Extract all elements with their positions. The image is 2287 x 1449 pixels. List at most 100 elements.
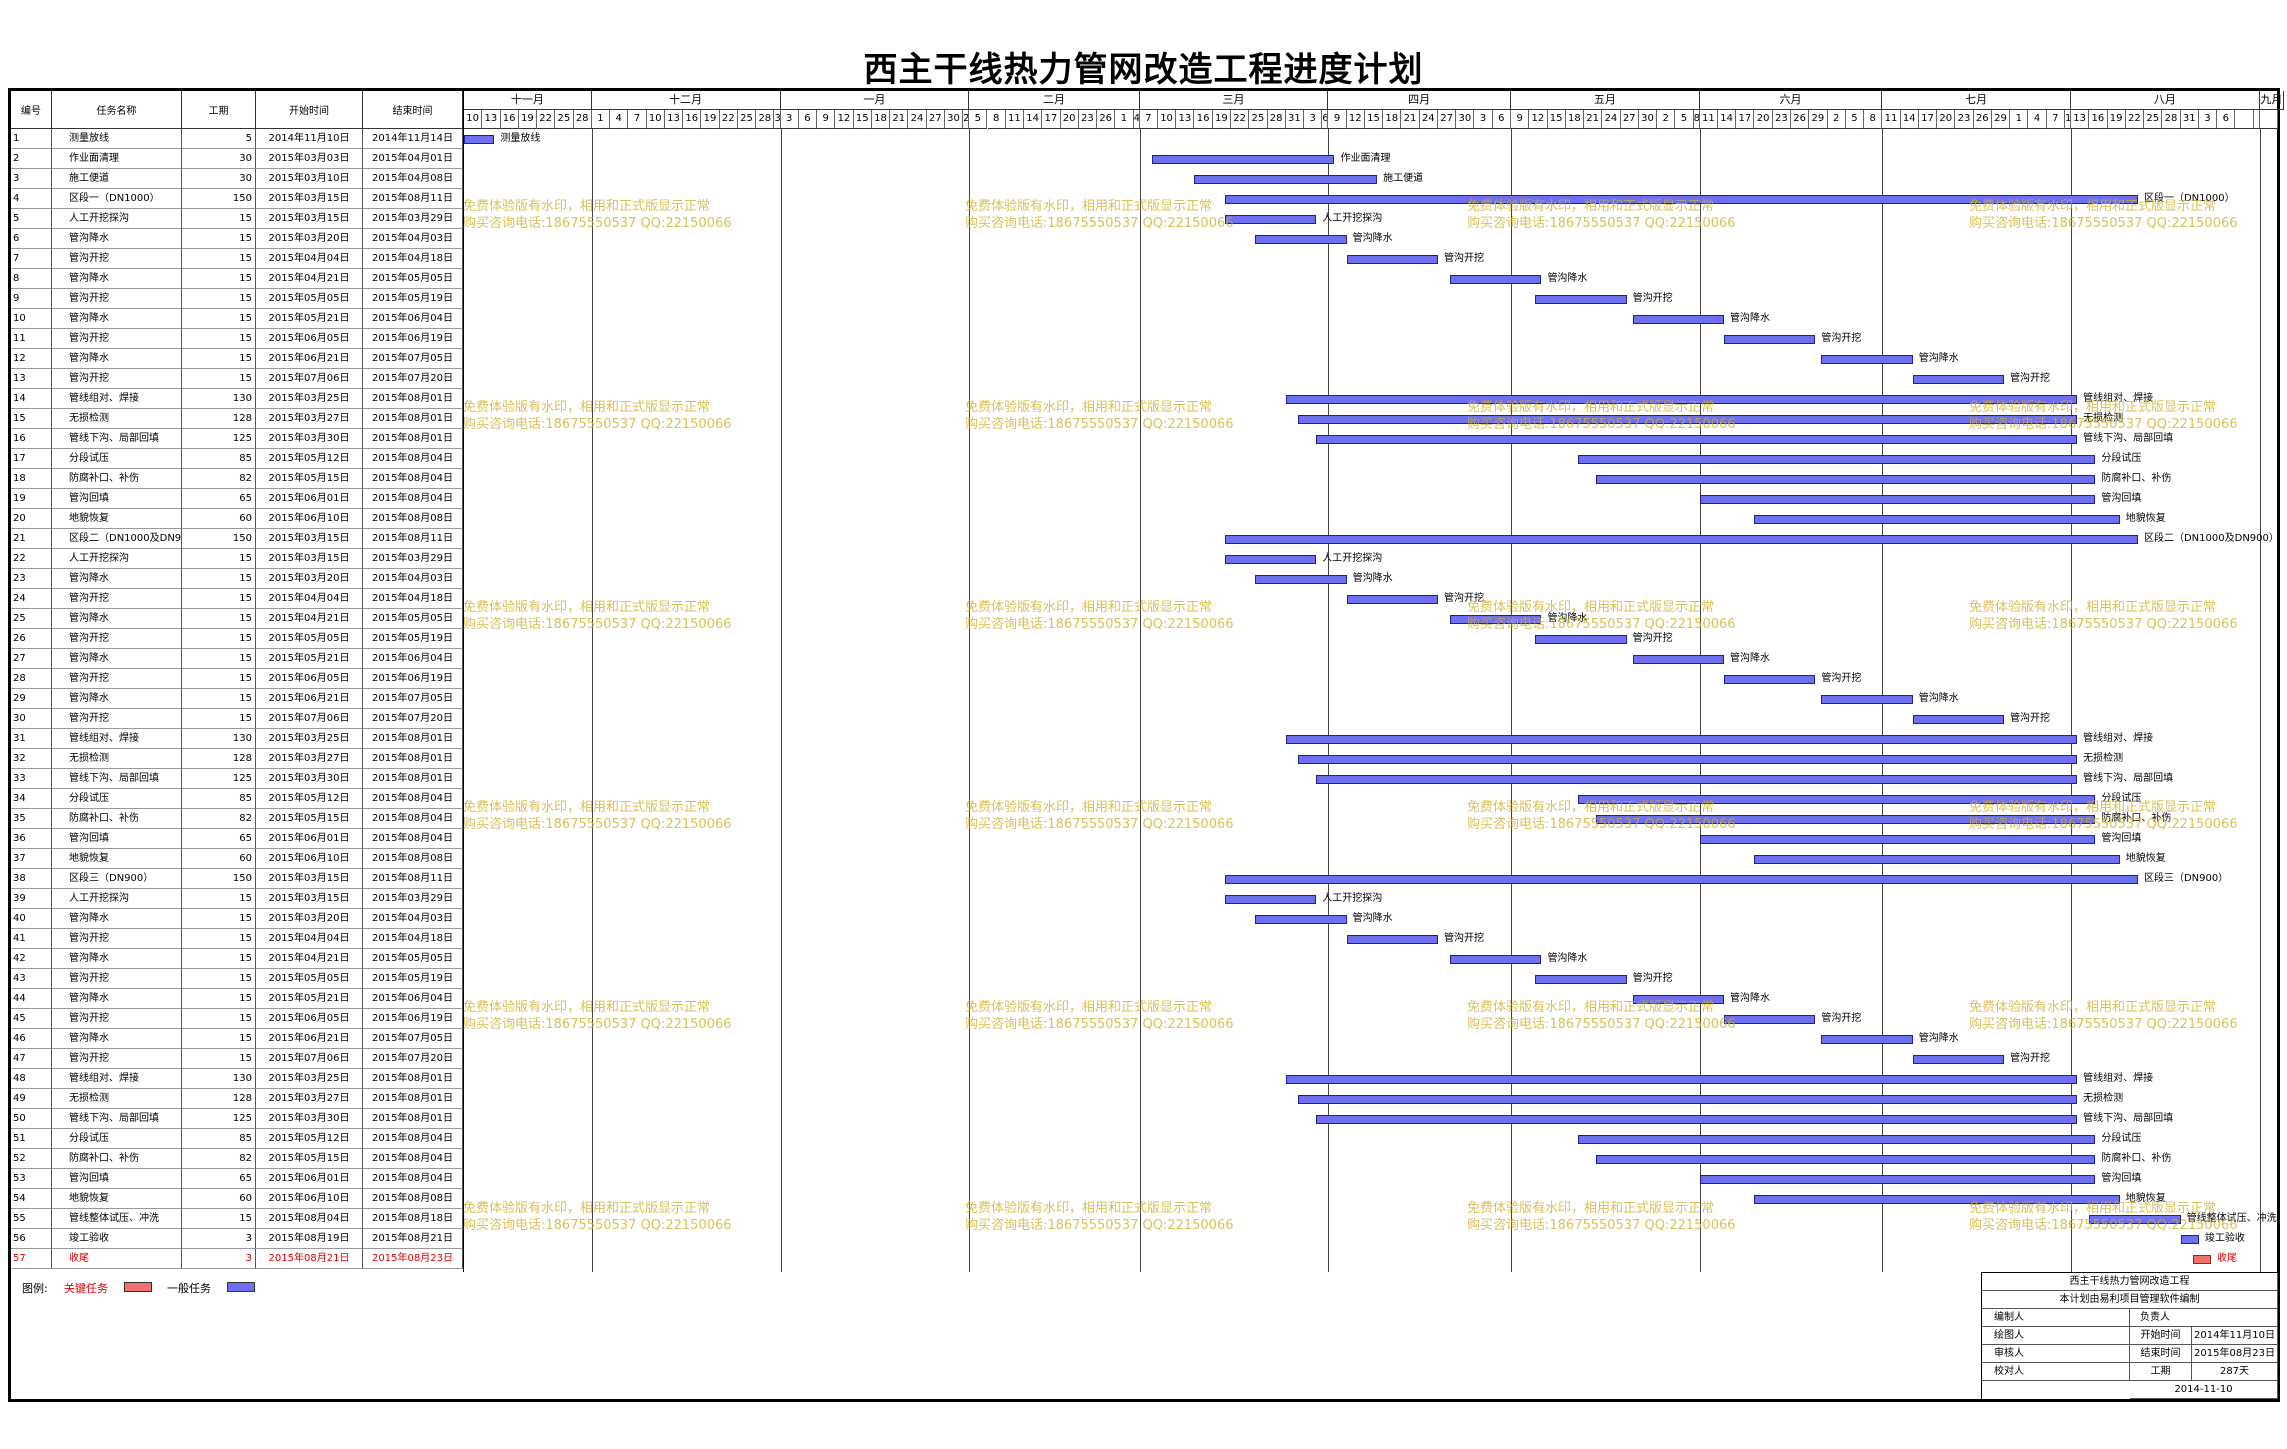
table-row[interactable]: 37 地貌恢复 60 2015年06月10日 2015年08月08日: [11, 849, 463, 869]
task-bar[interactable]: [1535, 635, 1627, 644]
table-row[interactable]: 56 竣工验收 3 2015年08月19日 2015年08月21日: [11, 1229, 463, 1249]
table-row[interactable]: 20 地貌恢复 60 2015年06月10日 2015年08月08日: [11, 509, 463, 529]
header-name[interactable]: 任务名称: [52, 91, 182, 129]
task-bar[interactable]: [1577, 795, 2096, 804]
table-row[interactable]: 7 管沟开挖 15 2015年04月04日 2015年04月18日: [11, 249, 463, 269]
task-bar[interactable]: [1577, 1135, 2096, 1144]
task-bar[interactable]: [1224, 535, 2138, 544]
table-row[interactable]: 3 施工便道 30 2015年03月10日 2015年04月08日: [11, 169, 463, 189]
task-bar[interactable]: [1754, 515, 2120, 524]
header-start[interactable]: 开始时间: [256, 91, 363, 129]
table-row[interactable]: 8 管沟降水 15 2015年04月21日 2015年05月05日: [11, 269, 463, 289]
table-row[interactable]: 21区段二（DN1000及DN900）1502015年03月15日2015年08…: [11, 529, 463, 549]
task-bar[interactable]: [1285, 1075, 2078, 1084]
task-bar[interactable]: [1577, 455, 2096, 464]
task-bar[interactable]: [1632, 315, 1725, 324]
task-bar[interactable]: [1596, 815, 2096, 824]
task-bar[interactable]: [1724, 675, 1816, 684]
table-row[interactable]: 51 分段试压 85 2015年05月12日 2015年08月04日: [11, 1129, 463, 1149]
task-bar[interactable]: [1724, 1015, 1816, 1024]
table-row[interactable]: 12 管沟降水 15 2015年06月21日 2015年07月05日: [11, 349, 463, 369]
task-bar[interactable]: [1450, 275, 1542, 284]
task-bar[interactable]: [1821, 355, 1913, 364]
task-bar[interactable]: [1346, 935, 1438, 944]
table-row[interactable]: 1 测量放线 5 2014年11月10日 2014年11月14日: [11, 129, 463, 149]
task-bar[interactable]: [1224, 555, 1317, 564]
table-row[interactable]: 49 无损检测 128 2015年03月27日 2015年08月01日: [11, 1089, 463, 1109]
table-row[interactable]: 38 区段三（DN900） 150 2015年03月15日 2015年08月11日: [11, 869, 463, 889]
task-bar[interactable]: [1699, 835, 2096, 844]
table-row[interactable]: 43 管沟开挖 15 2015年05月05日 2015年05月19日: [11, 969, 463, 989]
table-row[interactable]: 40 管沟降水 15 2015年03月20日 2015年04月03日: [11, 909, 463, 929]
task-bar[interactable]: [1316, 775, 2078, 784]
table-row[interactable]: 6 管沟降水 15 2015年03月20日 2015年04月03日: [11, 229, 463, 249]
table-row[interactable]: 42 管沟降水 15 2015年04月21日 2015年05月05日: [11, 949, 463, 969]
task-bar[interactable]: [1699, 495, 2096, 504]
table-row[interactable]: 46 管沟降水 15 2015年06月21日 2015年07月05日: [11, 1029, 463, 1049]
task-bar[interactable]: [2180, 1235, 2199, 1244]
task-bar[interactable]: [1821, 695, 1913, 704]
task-bar[interactable]: [1316, 435, 2078, 444]
task-bar[interactable]: [1285, 395, 2078, 404]
table-row[interactable]: 26 管沟开挖 15 2015年05月05日 2015年05月19日: [11, 629, 463, 649]
header-end[interactable]: 结束时间: [363, 91, 463, 129]
task-bar[interactable]: [1346, 595, 1438, 604]
table-row[interactable]: 32 无损检测 128 2015年03月27日 2015年08月01日: [11, 749, 463, 769]
table-row[interactable]: 4 区段一（DN1000） 150 2015年03月15日 2015年08月11日: [11, 189, 463, 209]
task-bar[interactable]: [1224, 875, 2138, 884]
table-row[interactable]: 36 管沟回填 65 2015年06月01日 2015年08月04日: [11, 829, 463, 849]
task-bar[interactable]: [1821, 1035, 1913, 1044]
task-bar[interactable]: [2192, 1255, 2212, 1264]
table-row[interactable]: 34 分段试压 85 2015年05月12日 2015年08月04日: [11, 789, 463, 809]
task-bar[interactable]: [1450, 955, 1542, 964]
task-bar[interactable]: [1535, 975, 1627, 984]
task-bar[interactable]: [1754, 1195, 2120, 1204]
table-row[interactable]: 23 管沟降水 15 2015年03月20日 2015年04月03日: [11, 569, 463, 589]
table-row[interactable]: 57 收尾 3 2015年08月21日 2015年08月23日: [11, 1249, 463, 1269]
task-bar[interactable]: [1912, 715, 2005, 724]
table-row[interactable]: 44 管沟降水 15 2015年05月21日 2015年06月04日: [11, 989, 463, 1009]
table-row[interactable]: 17 分段试压 85 2015年05月12日 2015年08月04日: [11, 449, 463, 469]
table-row[interactable]: 9 管沟开挖 15 2015年05月05日 2015年05月19日: [11, 289, 463, 309]
table-row[interactable]: 13 管沟开挖 15 2015年07月06日 2015年07月20日: [11, 369, 463, 389]
table-row[interactable]: 22 人工开挖探沟 15 2015年03月15日 2015年03月29日: [11, 549, 463, 569]
table-row[interactable]: 53 管沟回填 65 2015年06月01日 2015年08月04日: [11, 1169, 463, 1189]
table-row[interactable]: 5 人工开挖探沟 15 2015年03月15日 2015年03月29日: [11, 209, 463, 229]
table-row[interactable]: 45 管沟开挖 15 2015年06月05日 2015年06月19日: [11, 1009, 463, 1029]
task-bar[interactable]: [1535, 295, 1627, 304]
task-bar[interactable]: [1596, 1155, 2096, 1164]
task-bar[interactable]: [1754, 855, 2120, 864]
task-bar[interactable]: [1297, 755, 2078, 764]
header-id[interactable]: 编号: [11, 91, 52, 129]
table-row[interactable]: 19 管沟回填 65 2015年06月01日 2015年08月04日: [11, 489, 463, 509]
table-row[interactable]: 48 管线组对、焊接 130 2015年03月25日 2015年08月01日: [11, 1069, 463, 1089]
table-row[interactable]: 52 防腐补口、补伤 82 2015年05月15日 2015年08月04日: [11, 1149, 463, 1169]
table-row[interactable]: 18 防腐补口、补伤 82 2015年05月15日 2015年08月04日: [11, 469, 463, 489]
table-row[interactable]: 35 防腐补口、补伤 82 2015年05月15日 2015年08月04日: [11, 809, 463, 829]
task-bar[interactable]: [1632, 995, 1725, 1004]
task-bar[interactable]: [1724, 335, 1816, 344]
task-bar[interactable]: [1316, 1115, 2078, 1124]
table-row[interactable]: 29 管沟降水 15 2015年06月21日 2015年07月05日: [11, 689, 463, 709]
table-row[interactable]: 28 管沟开挖 15 2015年06月05日 2015年06月19日: [11, 669, 463, 689]
table-row[interactable]: 54 地貌恢复 60 2015年06月10日 2015年08月08日: [11, 1189, 463, 1209]
task-bar[interactable]: [464, 135, 495, 144]
table-row[interactable]: 41 管沟开挖 15 2015年04月04日 2015年04月18日: [11, 929, 463, 949]
task-bar[interactable]: [1224, 215, 1317, 224]
table-row[interactable]: 39 人工开挖探沟 15 2015年03月15日 2015年03月29日: [11, 889, 463, 909]
table-row[interactable]: 11 管沟开挖 15 2015年06月05日 2015年06月19日: [11, 329, 463, 349]
task-bar[interactable]: [1297, 1095, 2078, 1104]
table-row[interactable]: 14 管线组对、焊接 130 2015年03月25日 2015年08月01日: [11, 389, 463, 409]
task-bar[interactable]: [1297, 415, 2078, 424]
task-bar[interactable]: [1224, 895, 1317, 904]
task-bar[interactable]: [1912, 375, 2005, 384]
task-bar[interactable]: [1632, 655, 1725, 664]
task-bar[interactable]: [1151, 155, 1335, 164]
task-bar[interactable]: [1699, 1175, 2096, 1184]
table-row[interactable]: 33 管线下沟、局部回填 125 2015年03月30日 2015年08月01日: [11, 769, 463, 789]
table-row[interactable]: 47 管沟开挖 15 2015年07月06日 2015年07月20日: [11, 1049, 463, 1069]
table-row[interactable]: 31 管线组对、焊接 130 2015年03月25日 2015年08月01日: [11, 729, 463, 749]
task-bar[interactable]: [1255, 575, 1347, 584]
task-bar[interactable]: [2089, 1215, 2181, 1224]
table-row[interactable]: 30 管沟开挖 15 2015年07月06日 2015年07月20日: [11, 709, 463, 729]
